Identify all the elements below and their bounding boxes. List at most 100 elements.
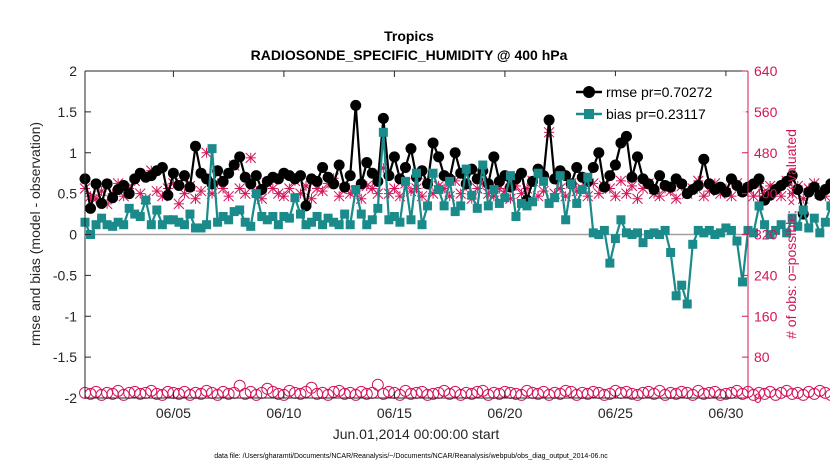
x-tick-label: 06/20 <box>487 405 522 421</box>
bias-point <box>627 230 637 239</box>
bias-point <box>793 221 803 231</box>
obs-possible-marker <box>283 384 296 397</box>
bias-point <box>207 144 217 154</box>
bias-point <box>483 201 493 211</box>
rmse-point <box>223 167 235 179</box>
legend-rmse-marker <box>583 86 595 98</box>
bias-point <box>688 239 698 249</box>
obs-evaluated-marker <box>455 188 467 199</box>
rmse-point <box>609 159 621 171</box>
bias-point <box>428 168 438 178</box>
bias-point <box>787 213 797 223</box>
rmse-point <box>162 189 174 201</box>
rmse-point <box>178 170 190 182</box>
obs-possible-marker <box>145 384 158 397</box>
x-tick-label: 06/30 <box>708 405 743 421</box>
rmse-point <box>107 192 119 204</box>
bias-point <box>235 205 245 215</box>
bias-point <box>312 212 322 222</box>
bias-point <box>202 220 212 230</box>
bias-point <box>400 176 410 186</box>
bias-point <box>467 190 477 200</box>
y-tick-label: 1.5 <box>58 104 78 120</box>
bias-point <box>412 168 421 178</box>
bias-point <box>721 223 731 233</box>
y-tick-label: -0.5 <box>53 267 77 283</box>
bias-point <box>732 236 742 246</box>
bias-point <box>91 220 101 230</box>
bias-point <box>307 217 317 227</box>
bias-point <box>765 230 775 239</box>
bias-point <box>434 185 444 195</box>
rmse-point <box>173 179 185 191</box>
bias-point <box>644 230 654 239</box>
bias-point <box>516 198 526 208</box>
obs-evaluated-marker <box>748 190 759 202</box>
rmse-point <box>118 179 130 191</box>
rmse-point <box>786 170 798 182</box>
obs-possible-marker <box>559 384 572 397</box>
bias-point <box>152 205 162 215</box>
rmse-point <box>300 200 312 212</box>
rmse-point <box>123 188 135 200</box>
rmse-point <box>626 171 638 183</box>
x-tick-label: 06/05 <box>156 405 191 421</box>
rmse-point <box>311 175 323 187</box>
bias-point <box>616 215 626 225</box>
bias-point <box>693 225 703 235</box>
bias-point <box>351 185 361 195</box>
y2-tick-label: 240 <box>754 267 778 283</box>
bias-point <box>174 217 184 227</box>
obs-possible-marker <box>134 387 147 400</box>
x-tick-label: 06/15 <box>377 405 412 421</box>
rmse-point <box>294 170 306 182</box>
rmse-point <box>676 178 688 190</box>
rmse-point <box>190 140 201 152</box>
bias-point <box>229 207 239 217</box>
bias-point <box>340 209 350 219</box>
rmse-point <box>587 161 599 173</box>
bias-point <box>588 228 598 238</box>
obs-evaluated-marker <box>317 185 328 197</box>
bias-point <box>500 193 510 203</box>
x-tick-label: 06/25 <box>598 405 633 421</box>
rmse-point <box>792 184 804 196</box>
legend-rmse-label: rmse pr=0.70272 <box>606 84 712 100</box>
rmse-point <box>515 167 527 179</box>
y2-tick-label: 0 <box>754 390 762 406</box>
obs-evaluated-marker <box>333 190 345 202</box>
rmse-point <box>825 178 830 190</box>
bias-point <box>550 193 560 203</box>
rmse-point <box>388 151 400 163</box>
x-axis-label: Jun.01,2014 00:00:00 start <box>333 426 500 442</box>
bias-point <box>191 223 200 233</box>
y2-tick-label: 320 <box>754 227 778 243</box>
bias-point <box>478 160 488 170</box>
bias-point <box>119 220 129 230</box>
bias-point <box>749 228 759 238</box>
y-tick-label: -1.5 <box>53 349 77 365</box>
obs-possible-marker <box>294 387 307 400</box>
obs-evaluated-marker <box>626 180 638 192</box>
bias-point <box>395 217 405 227</box>
x-tick-label: 06/10 <box>266 405 301 421</box>
obs-possible-marker <box>521 384 533 397</box>
rmse-point <box>361 157 373 169</box>
obs-evaluated-marker <box>245 152 257 164</box>
bias-point <box>505 171 515 181</box>
bias-point <box>633 228 642 238</box>
y-tick-label: -1 <box>65 308 78 324</box>
rmse-point <box>344 170 356 182</box>
rmse-point <box>620 130 632 142</box>
bias-point <box>621 228 631 238</box>
bias-point <box>666 247 676 257</box>
bias-point <box>528 197 538 207</box>
bias-point <box>323 213 333 223</box>
bias-point <box>472 203 482 213</box>
bias-point <box>146 220 156 230</box>
rmse-point <box>372 175 384 187</box>
bias-point <box>655 230 665 239</box>
bias-point <box>213 217 223 227</box>
bias-point <box>108 221 118 231</box>
rmse-point <box>333 159 345 171</box>
